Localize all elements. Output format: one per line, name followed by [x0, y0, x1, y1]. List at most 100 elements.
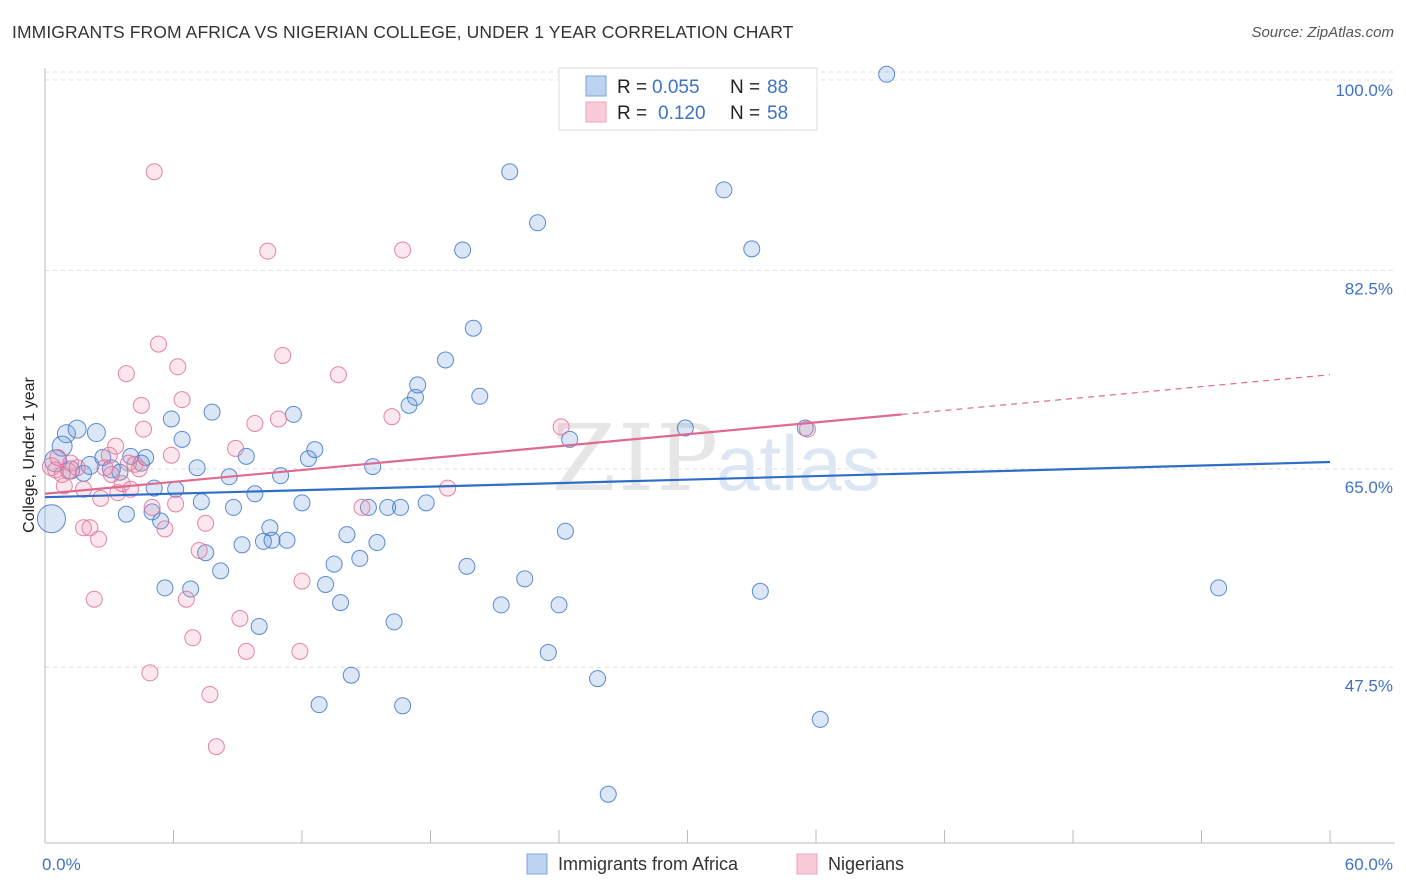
africa-point-24: [188, 459, 206, 477]
africa-point-20: [162, 410, 180, 428]
axes: [44, 68, 1395, 844]
africa-point-8: [86, 423, 106, 443]
africa-point-68: [501, 163, 519, 181]
y-tick-labels: 47.5% 65.0% 82.5% 100.0%: [1335, 81, 1393, 695]
nigerian-point-37: [184, 629, 202, 647]
africa-point-64: [458, 557, 476, 575]
africa-point-78: [715, 181, 733, 199]
africa-point-82: [811, 710, 829, 728]
nigerian-point-50: [293, 572, 311, 590]
nigerian-point-36: [177, 590, 195, 608]
nigerian-point-10: [81, 519, 99, 537]
y-tick-label-2: 82.5%: [1345, 279, 1393, 298]
nigerian-point-9: [75, 519, 93, 537]
africa-point-61: [417, 494, 435, 512]
legend-n-label-nigerian: N =: [730, 103, 760, 124]
nigerian-point-27: [141, 664, 159, 682]
africa-point-62: [436, 351, 454, 369]
nigerian-point-52: [353, 498, 371, 516]
nigerian-point-2: [49, 449, 67, 466]
africa-point-3: [56, 424, 76, 444]
nigerian-point-30: [150, 335, 168, 353]
africa-point-40: [284, 405, 302, 423]
africa-point-83: [878, 65, 896, 83]
nigerian-point-43: [231, 610, 249, 628]
africa-point-37: [263, 531, 281, 549]
gridlines: [45, 71, 1395, 668]
africa-point-74: [561, 430, 579, 448]
africa-point-13: [122, 447, 140, 465]
africa-point-10: [101, 459, 121, 479]
watermark: ZIP atlas: [552, 405, 881, 512]
africa-point-72: [550, 596, 568, 614]
watermark-atlas: atlas: [716, 419, 881, 507]
africa-point-60: [409, 376, 427, 394]
nigerian-point-54: [394, 241, 412, 259]
trend-lines: [44, 374, 1331, 499]
y-tick-label-1: 65.0%: [1345, 478, 1393, 497]
nigerian-point-35: [173, 391, 191, 409]
africa-point-27: [203, 403, 221, 421]
nigerian-point-56: [552, 418, 570, 436]
nigerian-point-26: [135, 420, 153, 438]
nigerian-point-38: [190, 541, 208, 559]
africa-point-39: [278, 531, 296, 549]
africa-point-65: [464, 319, 482, 337]
nigerian-point-29: [145, 163, 163, 181]
legend-swatch-nigerian: [585, 101, 607, 123]
chart-title: IMMIGRANTS FROM AFRICA VS NIGERIAN COLLE…: [12, 22, 794, 42]
nigerian-point-32: [162, 446, 180, 464]
africa-point-66: [471, 387, 489, 405]
nigerian-point-49: [291, 642, 309, 660]
africa-point-38: [272, 467, 290, 485]
africa-point-52: [364, 458, 382, 476]
nigerian-point-41: [207, 738, 225, 756]
africa-point-35: [254, 532, 272, 550]
nigerian-point-7: [68, 459, 86, 477]
nigerian-point-44: [237, 642, 255, 660]
africa-point-77: [676, 419, 694, 437]
africa-point-7: [80, 455, 100, 475]
nigerian-point-24: [130, 460, 148, 478]
nigerian-trend-line: [44, 413, 902, 495]
bottom-legend-label-africa: Immigrants from Africa: [558, 854, 739, 874]
bottom-legend: Immigrants from Africa Nigerians: [526, 853, 904, 875]
nigerian-point-48: [274, 346, 292, 364]
nigerian-point-17: [107, 437, 125, 455]
africa-point-25: [192, 493, 210, 511]
africa-point-16: [143, 503, 161, 521]
nigerian-point-25: [132, 396, 150, 414]
legend-r-value-nigerian: 0.120: [658, 103, 706, 124]
nigerian-point-53: [383, 408, 401, 426]
legend-swatch-africa: [585, 75, 607, 97]
africa-point-84: [1210, 579, 1228, 597]
africa-trend-line: [44, 460, 1331, 499]
nigerian-point-45: [246, 414, 264, 432]
legend-n-label-africa: N =: [730, 77, 760, 98]
nigerian-point-13: [92, 489, 110, 507]
africa-point-55: [385, 613, 403, 631]
y-tick-label-3: 100.0%: [1335, 81, 1393, 100]
africa-point-69: [516, 570, 534, 588]
bottom-legend-label-nigerian: Nigerians: [828, 854, 904, 874]
legend-r-label-nigerian: R =: [617, 103, 647, 124]
nigerian-point-12: [90, 530, 108, 548]
nigerian-point-47: [269, 410, 287, 428]
africa-point-26: [197, 544, 215, 562]
africa-point-43: [306, 441, 324, 459]
nigerian-point-20: [117, 365, 135, 383]
nigerian-point-21: [120, 454, 138, 472]
africa-point-45: [317, 575, 335, 593]
y-tick-label-0: 47.5%: [1345, 676, 1393, 695]
y-axis-label: College, Under 1 year: [21, 377, 38, 533]
nigerian-point-39: [197, 514, 215, 532]
legend-n-value-africa: 88: [767, 77, 788, 98]
africa-point-30: [224, 498, 242, 516]
africa-point-67: [492, 596, 510, 614]
africa-point-12: [117, 505, 135, 523]
watermark-zip: ZIP: [552, 405, 720, 512]
legend-r-label-africa: R =: [617, 77, 647, 98]
africa-point-75: [589, 670, 607, 688]
africa-point-44: [310, 696, 328, 714]
nigerian-trend-line-extension: [901, 374, 1331, 416]
